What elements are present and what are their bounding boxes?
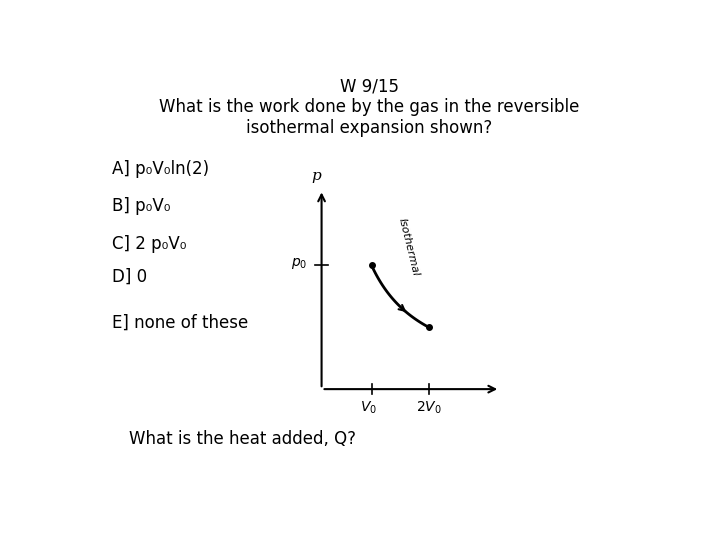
Text: $V_0$: $V_0$: [360, 400, 377, 416]
Text: E] none of these: E] none of these: [112, 314, 248, 332]
Text: B] p₀V₀: B] p₀V₀: [112, 197, 171, 215]
Text: Isothermal: Isothermal: [397, 217, 421, 278]
Text: What is the heat added, Q?: What is the heat added, Q?: [129, 430, 356, 448]
Text: $2V_0$: $2V_0$: [415, 400, 441, 416]
Text: D] 0: D] 0: [112, 268, 148, 286]
Text: C] 2 p₀V₀: C] 2 p₀V₀: [112, 234, 186, 253]
Text: isothermal expansion shown?: isothermal expansion shown?: [246, 119, 492, 137]
Text: What is the work done by the gas in the reversible: What is the work done by the gas in the …: [159, 98, 579, 116]
Text: W 9/15: W 9/15: [340, 77, 398, 95]
Text: A] p₀V₀ln(2): A] p₀V₀ln(2): [112, 160, 210, 178]
Text: $p_0$: $p_0$: [292, 256, 307, 271]
Text: p: p: [311, 170, 321, 183]
